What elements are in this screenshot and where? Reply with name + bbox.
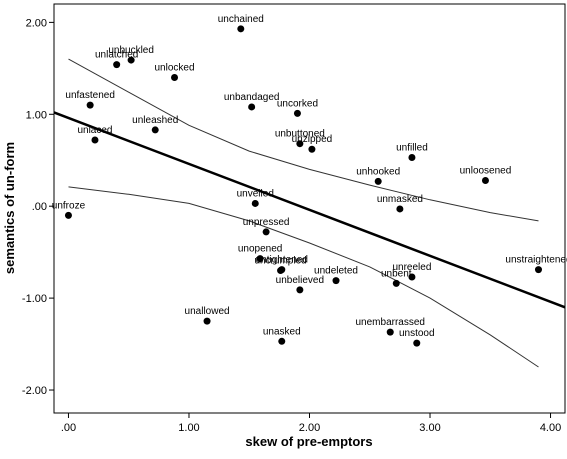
x-tick-label: 1.00 <box>178 422 199 434</box>
data-point-unbandaged <box>248 103 256 111</box>
point-label: unlaced <box>77 125 112 136</box>
point-label: unloosened <box>460 165 512 176</box>
point-label: unfroze <box>52 200 86 211</box>
data-point-unleashed <box>151 126 159 134</box>
data-point-unveiled <box>251 199 259 207</box>
data-point-unpressed <box>262 228 270 236</box>
point-label: unleashed <box>132 115 178 126</box>
point-label: uncrumpled <box>254 256 306 267</box>
data-points <box>64 25 542 347</box>
confidence-upper-curve <box>68 58 539 222</box>
data-point-unfilled <box>408 153 416 161</box>
data-point-unlocked <box>171 74 179 82</box>
data-point-unstood <box>413 339 421 347</box>
data-point-unbent <box>392 279 400 287</box>
x-tick-label: 4.00 <box>540 422 561 434</box>
x-tick-label: 3.00 <box>419 422 440 434</box>
data-point-unloosened <box>481 176 489 184</box>
point-label: unbuckled <box>108 45 154 56</box>
data-point-unstraightened <box>534 266 542 274</box>
point-label: unstood <box>399 328 435 339</box>
point-label: unbuttoned <box>275 129 325 140</box>
confidence-bands <box>68 58 539 368</box>
point-label: unmasked <box>377 194 423 205</box>
point-label: unlatched <box>95 50 138 61</box>
point-label: unbent <box>381 268 412 279</box>
data-point-unasked <box>278 337 286 345</box>
point-label: unfastened <box>65 90 115 101</box>
data-point-unopened <box>256 255 264 263</box>
data-point-unchained <box>237 25 245 33</box>
point-label: unasked <box>263 326 301 337</box>
point-label: unbandaged <box>224 92 280 103</box>
data-point-unfroze <box>64 211 72 219</box>
data-point-unmasked <box>396 205 404 213</box>
data-point-unallowed <box>203 317 211 325</box>
point-label: unreeled <box>392 262 431 273</box>
y-tick-label: -2.00 <box>22 385 47 397</box>
point-label: unallowed <box>185 306 230 317</box>
data-point-unzipped <box>308 145 316 153</box>
point-label: unpressed <box>243 217 290 228</box>
regression-line-group <box>53 111 566 309</box>
point-label: untightened <box>256 255 308 266</box>
point-label: unbelieved <box>276 275 324 286</box>
y-axis-ticks: 2.00 1.00 .00 -1.00 -2.00 <box>22 17 54 397</box>
confidence-lower-curve <box>68 186 539 368</box>
point-label: unopened <box>238 244 283 255</box>
x-axis-ticks: .00 1.00 2.00 3.00 4.00 <box>61 413 561 434</box>
x-tick-label: 2.00 <box>299 422 320 434</box>
point-label: unfilled <box>396 142 428 153</box>
x-tick-label: .00 <box>61 422 76 434</box>
point-label: unveiled <box>237 188 274 199</box>
data-point-undeleted <box>332 277 340 285</box>
data-point-uncrumpled <box>277 267 285 275</box>
point-label: uncorked <box>277 98 318 109</box>
point-label: unlocked <box>155 63 195 74</box>
data-point-unlatched <box>113 61 121 69</box>
point-label: unchained <box>218 14 264 25</box>
data-point-unbuckled <box>127 56 135 64</box>
x-axis-label: skew of pre-emptors <box>245 434 372 449</box>
point-label: unzipped <box>292 134 333 145</box>
regression-line <box>53 111 566 309</box>
plot-frame <box>53 3 566 414</box>
data-point-unhooked <box>374 177 382 185</box>
data-point-uncorked <box>293 109 301 117</box>
y-tick-label: -1.00 <box>22 293 47 305</box>
y-tick-label: 1.00 <box>26 109 47 121</box>
point-label: unembarrassed <box>356 317 425 328</box>
point-label: undeleted <box>314 266 358 277</box>
data-point-unlaced <box>91 136 99 144</box>
data-point-unfastened <box>86 101 94 109</box>
data-point-unreeled <box>408 273 416 281</box>
data-point-unembarrassed <box>386 328 394 336</box>
data-point-unbelieved <box>296 286 304 294</box>
point-label: unstraightened <box>505 255 567 266</box>
data-point-unbuttoned <box>296 140 304 148</box>
point-label: unhooked <box>356 166 400 177</box>
y-tick-label: .00 <box>32 201 47 213</box>
y-axis-label: semantics of un-form <box>2 142 17 274</box>
y-tick-label: 2.00 <box>26 17 47 29</box>
